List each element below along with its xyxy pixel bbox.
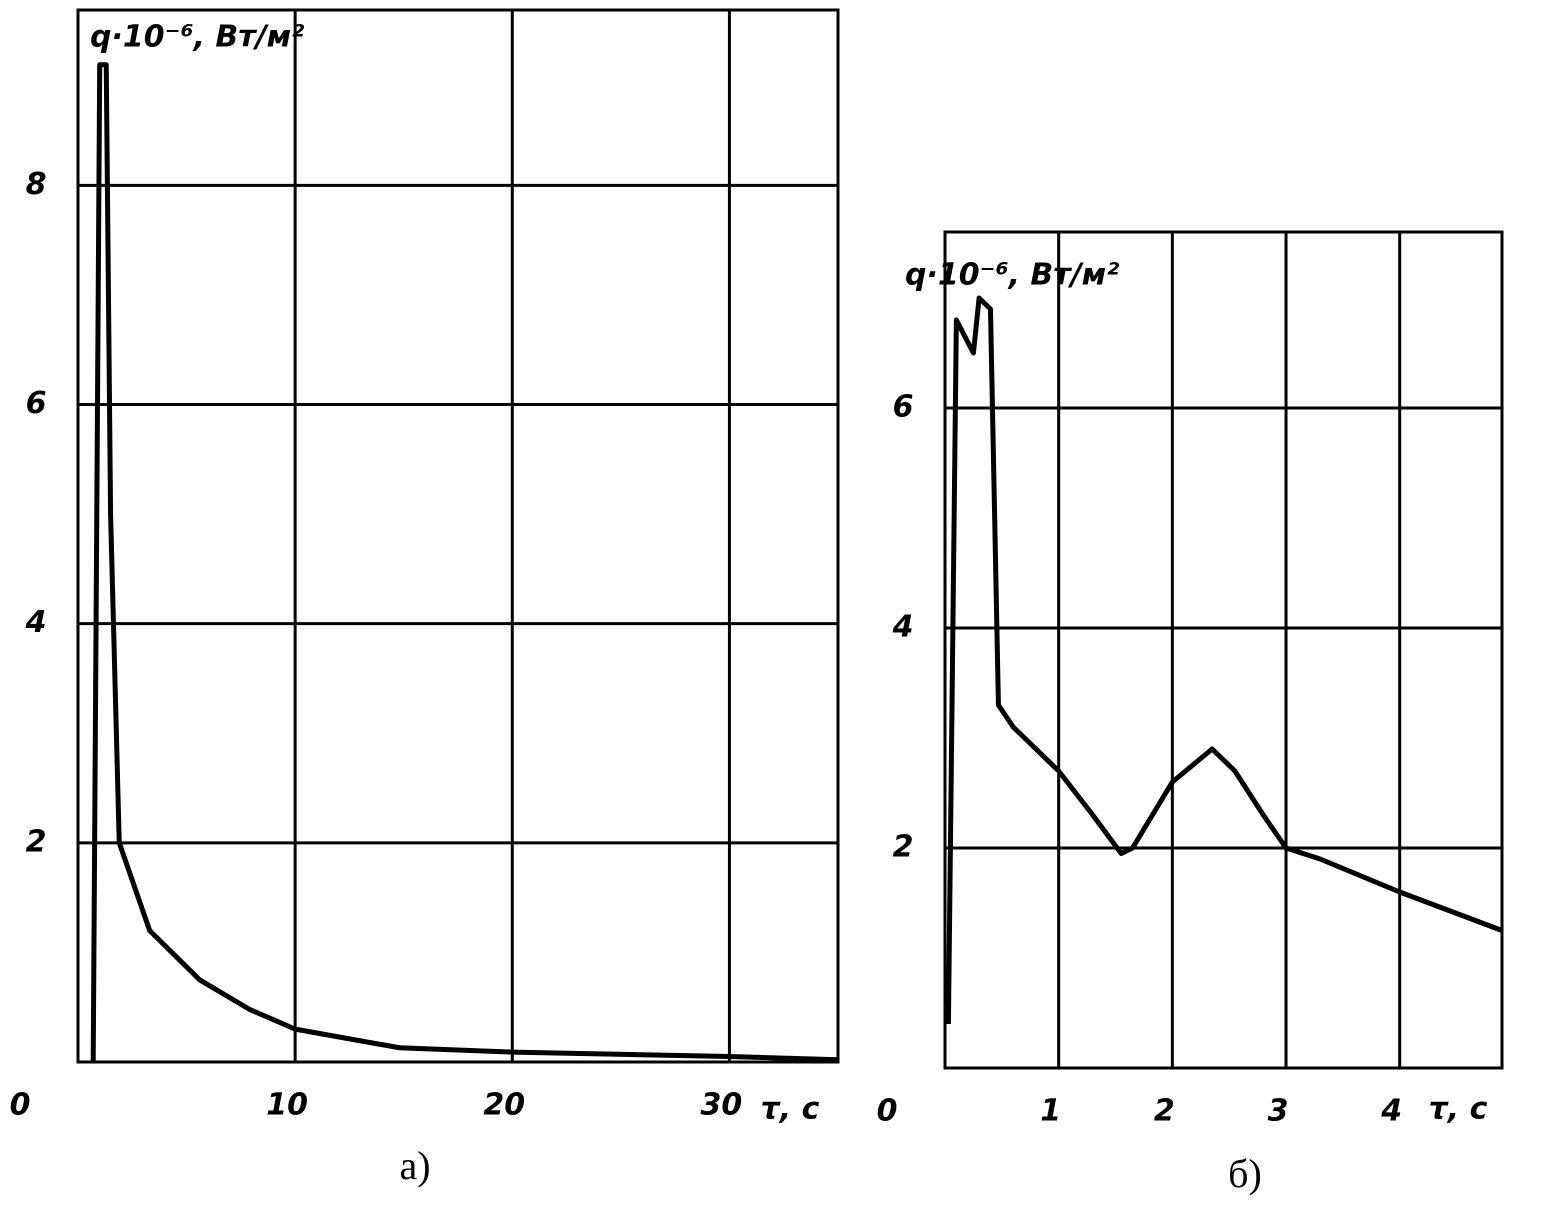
x-tick-label: 30 — [701, 1088, 743, 1123]
x-axis-label: τ, с — [761, 1092, 820, 1127]
x-tick-label: 2 — [1154, 1094, 1175, 1129]
y-tick-label: 6 — [26, 386, 47, 421]
x-tick-label: 0 — [877, 1094, 898, 1129]
x-tick-label: 0 — [10, 1088, 31, 1123]
y-tick-label: 4 — [892, 610, 914, 645]
x-tick-label: 3 — [1268, 1094, 1289, 1129]
x-axis-label: τ, с — [1429, 1092, 1488, 1127]
plot-frame — [943, 230, 1504, 1070]
y-axis-label: q·10⁻⁶, Вт/м² — [905, 258, 1119, 293]
y-axis-label: q·10⁻⁶, Вт/м² — [90, 20, 304, 55]
x-tick-label: 20 — [483, 1088, 525, 1123]
x-tick-label: 1 — [1040, 1094, 1061, 1129]
x-tick-label: 10 — [266, 1088, 308, 1123]
y-tick-label: 2 — [26, 824, 47, 859]
y-tick-label: 4 — [25, 605, 47, 640]
data-line — [90, 62, 839, 1063]
chart-label: б) — [1228, 1151, 1262, 1196]
chart-label: а) — [399, 1143, 430, 1188]
y-tick-label: 6 — [893, 390, 914, 425]
y-tick-label: 2 — [893, 830, 914, 865]
plot-frame — [76, 8, 840, 1064]
x-tick-label: 4 — [1380, 1094, 1402, 1129]
data-line — [945, 295, 1503, 1025]
y-tick-label: 8 — [26, 167, 47, 202]
